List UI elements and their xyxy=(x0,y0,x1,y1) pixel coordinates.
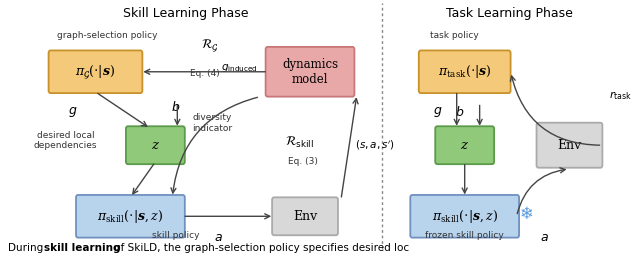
Text: Eq. (4): Eq. (4) xyxy=(190,69,220,78)
FancyBboxPatch shape xyxy=(419,51,511,93)
Text: $(s,a,s')$: $(s,a,s')$ xyxy=(355,139,395,152)
Text: $z$: $z$ xyxy=(460,139,469,152)
Text: skill learning: skill learning xyxy=(44,243,120,253)
Text: Task Learning Phase: Task Learning Phase xyxy=(446,7,573,20)
Text: $z$: $z$ xyxy=(151,139,160,152)
FancyBboxPatch shape xyxy=(410,195,519,238)
Text: $a$: $a$ xyxy=(214,231,223,244)
Text: $\pi_\mathrm{task}(\cdot|\boldsymbol{s})$: $\pi_\mathrm{task}(\cdot|\boldsymbol{s})… xyxy=(438,63,492,80)
Text: Env: Env xyxy=(557,139,582,152)
Text: graph-selection policy: graph-selection policy xyxy=(56,31,157,41)
Text: $a$: $a$ xyxy=(540,231,549,244)
Text: task policy: task policy xyxy=(430,31,479,41)
FancyBboxPatch shape xyxy=(266,47,355,97)
Text: Env: Env xyxy=(293,210,317,223)
Text: Skill Learning Phase: Skill Learning Phase xyxy=(122,7,248,20)
Text: During: During xyxy=(8,243,47,253)
Text: ❄: ❄ xyxy=(520,205,534,223)
FancyBboxPatch shape xyxy=(435,126,494,164)
Text: Eq. (3): Eq. (3) xyxy=(288,157,318,166)
Text: $g$: $g$ xyxy=(433,105,442,119)
Text: diversity
indicator: diversity indicator xyxy=(192,113,232,133)
FancyBboxPatch shape xyxy=(272,197,338,235)
Text: of SkiLD, the graph-selection policy specifies desired loc: of SkiLD, the graph-selection policy spe… xyxy=(111,243,409,253)
Text: $\mathcal{R}_\mathrm{skill}$: $\mathcal{R}_\mathrm{skill}$ xyxy=(285,135,314,150)
Text: frozen skill policy: frozen skill policy xyxy=(426,231,504,240)
Text: dynamics
model: dynamics model xyxy=(282,58,338,86)
FancyBboxPatch shape xyxy=(76,195,185,238)
Text: skill policy: skill policy xyxy=(152,231,199,240)
FancyBboxPatch shape xyxy=(49,51,142,93)
Text: $g$: $g$ xyxy=(68,105,77,119)
Text: $r_\mathrm{task}$: $r_\mathrm{task}$ xyxy=(609,89,632,102)
Text: $\mathcal{R}_\mathcal{G}$: $\mathcal{R}_\mathcal{G}$ xyxy=(202,37,219,54)
Text: $\pi_\mathrm{skill}(\cdot|\boldsymbol{s},z)$: $\pi_\mathrm{skill}(\cdot|\boldsymbol{s}… xyxy=(97,208,163,225)
Text: $\pi_\mathrm{skill}(\cdot|\boldsymbol{s},z)$: $\pi_\mathrm{skill}(\cdot|\boldsymbol{s}… xyxy=(431,208,498,225)
Text: desired local
dependencies: desired local dependencies xyxy=(34,131,97,150)
FancyBboxPatch shape xyxy=(126,126,185,164)
Text: $b$: $b$ xyxy=(171,100,180,114)
Text: $b$: $b$ xyxy=(455,105,465,119)
FancyBboxPatch shape xyxy=(536,123,602,168)
Text: $\pi_\mathcal{G}(\cdot|\boldsymbol{s})$: $\pi_\mathcal{G}(\cdot|\boldsymbol{s})$ xyxy=(76,63,116,81)
Text: $g_\mathrm{induced}$: $g_\mathrm{induced}$ xyxy=(221,62,258,74)
